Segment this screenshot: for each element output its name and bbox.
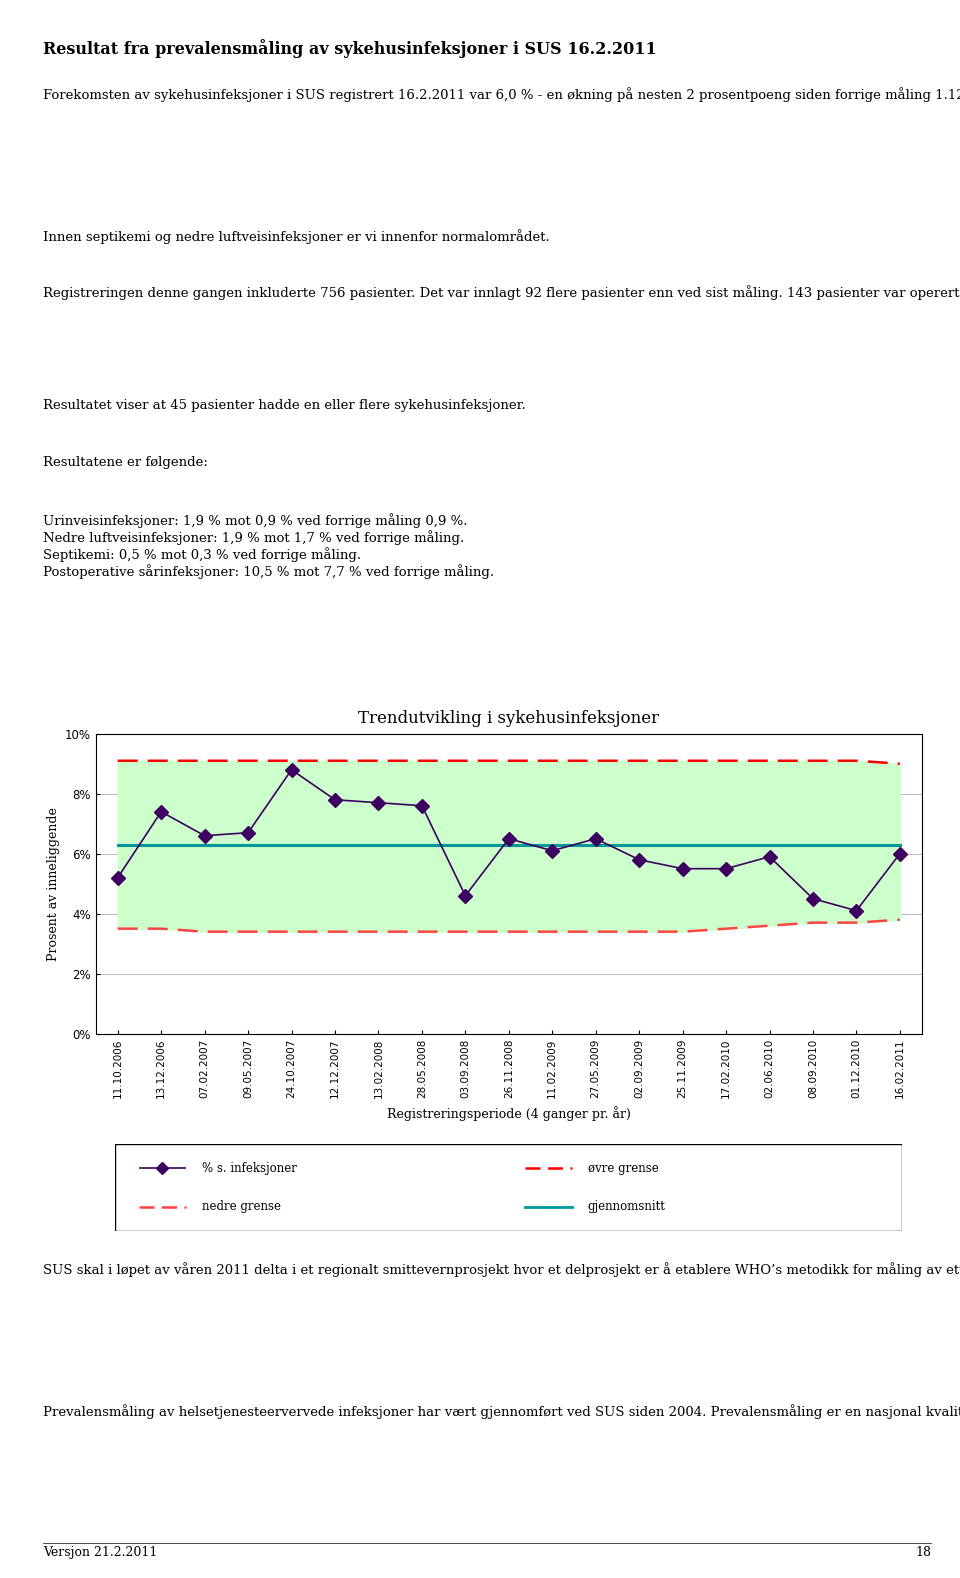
Text: % s. infeksjoner: % s. infeksjoner <box>202 1161 297 1176</box>
Text: nedre grense: nedre grense <box>202 1199 280 1213</box>
Text: Forekomsten av sykehusinfeksjoner i SUS registrert 16.2.2011 var 6,0 % - en økni: Forekomsten av sykehusinfeksjoner i SUS … <box>43 87 960 101</box>
Text: Resultat fra prevalensmåling av sykehusinfeksjoner i SUS 16.2.2011: Resultat fra prevalensmåling av sykehusi… <box>43 39 657 58</box>
Text: Versjon 21.2.2011: Versjon 21.2.2011 <box>43 1546 157 1559</box>
Text: Innen septikemi og nedre luftveisinfeksjoner er vi innenfor normalområdet.: Innen septikemi og nedre luftveisinfeksj… <box>43 229 550 243</box>
Text: Resultatene er følgende:: Resultatene er følgende: <box>43 456 208 469</box>
Text: 18: 18 <box>915 1546 931 1559</box>
Text: Resultatet viser at 45 pasienter hadde en eller flere sykehusinfeksjoner.: Resultatet viser at 45 pasienter hadde e… <box>43 399 526 412</box>
Text: SUS skal i løpet av våren 2011 delta i et regionalt smittevernprosjekt hvor et d: SUS skal i løpet av våren 2011 delta i e… <box>43 1262 960 1277</box>
Title: Trendutvikling i sykehusinfeksjoner: Trendutvikling i sykehusinfeksjoner <box>358 710 660 726</box>
Text: gjennomsnitt: gjennomsnitt <box>588 1199 665 1213</box>
Y-axis label: Prosent av inneliggende: Prosent av inneliggende <box>47 806 60 961</box>
Text: øvre grense: øvre grense <box>588 1161 659 1176</box>
Text: Prevalensmåling av helsetjenesteervervede infeksjoner har vært gjennomført ved S: Prevalensmåling av helsetjenesteerverved… <box>43 1404 960 1419</box>
Text: Registreringen denne gangen inkluderte 756 pasienter. Det var innlagt 92 flere p: Registreringen denne gangen inkluderte 7… <box>43 286 960 300</box>
Text: Urinveisinfeksjoner: 1,9 % mot 0,9 % ved forrige måling 0,9 %.
Nedre luftveisinf: Urinveisinfeksjoner: 1,9 % mot 0,9 % ved… <box>43 513 494 579</box>
X-axis label: Registreringsperiode (4 ganger pr. år): Registreringsperiode (4 ganger pr. år) <box>387 1106 631 1120</box>
